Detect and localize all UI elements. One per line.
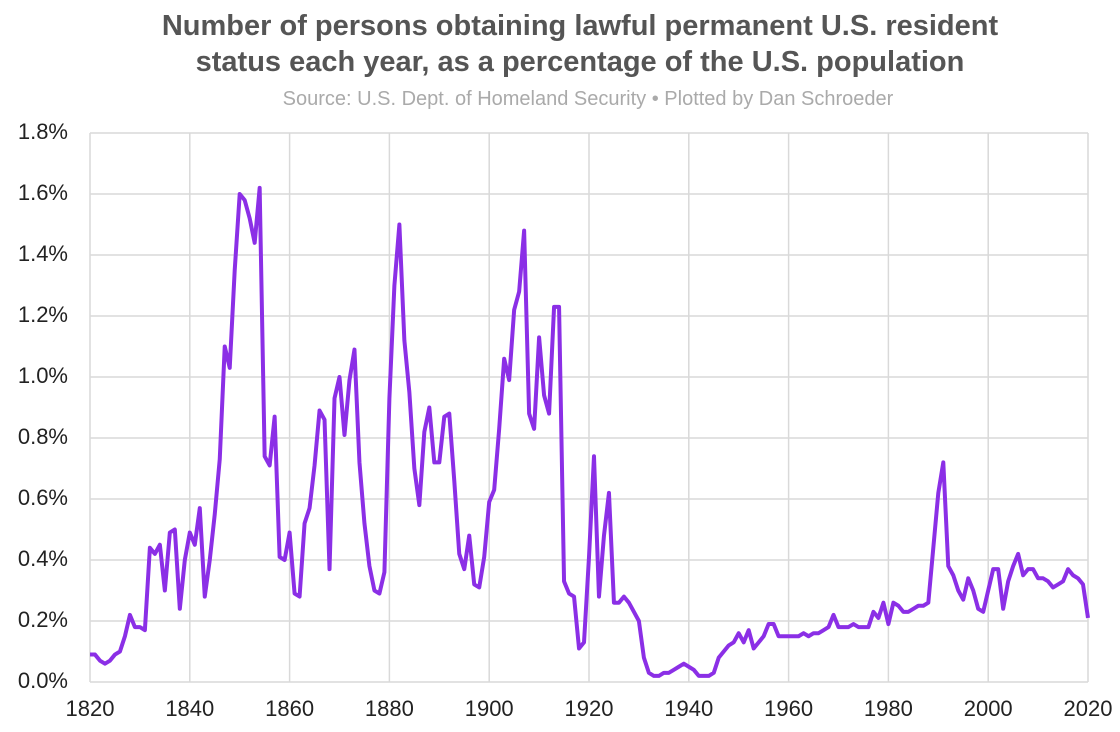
x-tick-label: 1860 — [265, 696, 314, 721]
chart-subtitle: Source: U.S. Dept. of Homeland Security … — [282, 88, 894, 110]
y-tick-label: 0.4% — [18, 546, 68, 571]
x-tick-label: 1840 — [165, 696, 214, 721]
x-tick-label: 1960 — [764, 696, 813, 721]
x-tick-label: 2000 — [964, 696, 1013, 721]
x-tick-label: 1820 — [66, 696, 115, 721]
y-tick-label: 1.8% — [18, 119, 68, 144]
x-tick-label: 1920 — [565, 696, 614, 721]
chart-title: Number of persons obtaining lawful perma… — [161, 10, 999, 78]
x-tick-label: 1900 — [465, 696, 514, 721]
y-tick-label: 1.4% — [18, 241, 68, 266]
x-tick-label: 1880 — [365, 696, 414, 721]
y-tick-label: 0.2% — [18, 607, 68, 632]
y-tick-label: 1.2% — [18, 302, 68, 327]
y-tick-label: 1.6% — [18, 180, 68, 205]
x-tick-label: 1940 — [664, 696, 713, 721]
y-tick-label: 0.6% — [18, 485, 68, 510]
y-tick-label: 0.0% — [18, 668, 68, 693]
y-tick-label: 1.0% — [18, 363, 68, 388]
x-tick-label: 1980 — [864, 696, 913, 721]
data-line — [90, 185, 1090, 678]
y-tick-label: 0.8% — [18, 424, 68, 449]
x-tick-label: 2020 — [1064, 696, 1113, 721]
